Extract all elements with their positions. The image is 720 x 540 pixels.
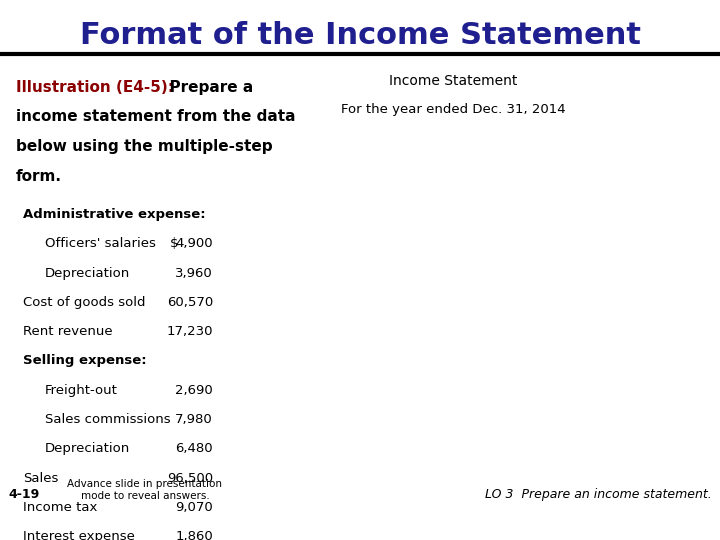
Text: 7,980: 7,980 — [175, 413, 213, 426]
Text: Illustration (E4-5):: Illustration (E4-5): — [16, 79, 174, 94]
Text: 4-19: 4-19 — [9, 488, 40, 501]
Text: For the year ended Dec. 31, 2014: For the year ended Dec. 31, 2014 — [341, 103, 565, 116]
Text: 6,480: 6,480 — [176, 442, 213, 455]
Text: 1,860: 1,860 — [175, 530, 213, 540]
Text: Administrative expense:: Administrative expense: — [23, 208, 206, 221]
Text: LO 3  Prepare an income statement.: LO 3 Prepare an income statement. — [485, 488, 711, 501]
Text: 96,500: 96,500 — [167, 471, 213, 484]
Text: Freight-out: Freight-out — [45, 384, 117, 397]
Text: Depreciation: Depreciation — [45, 442, 130, 455]
Text: Selling expense:: Selling expense: — [23, 354, 147, 367]
Text: 17,230: 17,230 — [166, 325, 213, 338]
Text: 4,900: 4,900 — [176, 237, 213, 251]
Text: Interest expense: Interest expense — [23, 530, 135, 540]
Text: Prepare a: Prepare a — [159, 79, 253, 94]
Text: 9,070: 9,070 — [175, 501, 213, 514]
Text: Sales: Sales — [23, 471, 58, 484]
Text: Officers' salaries: Officers' salaries — [45, 237, 156, 251]
Text: form.: form. — [16, 169, 62, 184]
Text: Format of the Income Statement: Format of the Income Statement — [79, 21, 641, 50]
Text: Cost of goods sold: Cost of goods sold — [23, 296, 145, 309]
Text: Rent revenue: Rent revenue — [23, 325, 112, 338]
Text: below using the multiple-step: below using the multiple-step — [16, 139, 272, 154]
Text: Income tax: Income tax — [23, 501, 97, 514]
Text: $: $ — [170, 237, 179, 251]
Text: 60,570: 60,570 — [167, 296, 213, 309]
Text: Income Statement: Income Statement — [389, 75, 518, 89]
Text: 3,960: 3,960 — [175, 267, 213, 280]
Text: Sales commissions: Sales commissions — [45, 413, 170, 426]
Text: Advance slide in presentation
mode to reveal answers.: Advance slide in presentation mode to re… — [68, 480, 222, 501]
Text: income statement from the data: income statement from the data — [16, 110, 295, 124]
Text: 2,690: 2,690 — [175, 384, 213, 397]
Text: Depreciation: Depreciation — [45, 267, 130, 280]
